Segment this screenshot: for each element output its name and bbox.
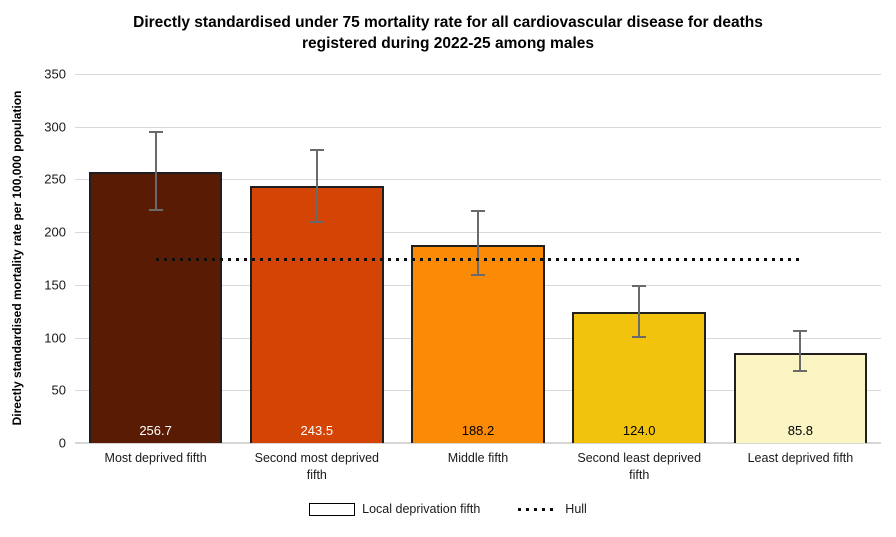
x-category-label: Least deprived fifth [747, 451, 854, 465]
error-bar-cap [471, 274, 485, 277]
error-bar-line [315, 149, 318, 222]
bar-value-label: 124.0 [622, 423, 656, 438]
gridline [75, 126, 881, 128]
error-bar-line [477, 211, 479, 276]
error-bar-line [154, 132, 157, 211]
error-bar-cap [632, 335, 647, 338]
error-bar-cap [309, 220, 324, 223]
error-bar-cap [632, 284, 647, 287]
error-bar-cap [148, 209, 163, 212]
y-tick-label: 250 [44, 171, 66, 187]
error-bar-line [638, 285, 641, 337]
bar-slot: 124.0 [559, 74, 720, 443]
bar-slot: 256.7 [75, 74, 236, 443]
legend-dotted-line-icon [518, 507, 559, 511]
gridline [75, 179, 881, 181]
error-bar-cap [471, 210, 485, 213]
bars-group: 256.7 243.5 188.2 124.0 85.8 [75, 74, 881, 443]
legend-bar-swatch-icon [309, 502, 356, 516]
legend-bar-label: Local deprivation fifth [362, 502, 481, 516]
plot-area: 0 50 100 150 200 250 300 350 256.7 243.5 188.2 124.… [44, 68, 881, 450]
x-axis-line [75, 442, 881, 444]
bar-value-label: 243.5 [300, 423, 334, 438]
error-bar-cap [793, 370, 808, 373]
x-category-label: Second most deprived fifth [254, 451, 379, 482]
bar-value-label: 85.8 [787, 423, 814, 438]
y-tick-label: 200 [44, 224, 66, 240]
x-category-label: Second least deprived fifth [577, 451, 702, 482]
error-bar-cap [309, 148, 324, 151]
error-bar-cap [793, 330, 808, 333]
bar-slot: 188.2 [397, 74, 558, 443]
legend-item-deprivation: Local deprivation fifth [309, 502, 480, 516]
y-tick-label: 0 [58, 435, 66, 451]
x-category-label: Most deprived fifth [104, 451, 207, 465]
bar: 124.0 [572, 312, 707, 443]
y-axis-title: Directly standardised mortality rate per… [10, 90, 24, 426]
y-tick-label: 350 [44, 66, 66, 82]
chart-title: Directly standardised under 75 mortality… [133, 14, 763, 52]
bar-slot: 85.8 [720, 74, 881, 443]
y-tick-label: 150 [44, 277, 66, 293]
hull-reference-line [155, 257, 801, 261]
y-tick-label: 100 [44, 330, 66, 346]
error-bar-cap [148, 131, 163, 133]
y-tick-label: 300 [44, 119, 66, 135]
bar-value-label: 256.7 [139, 423, 172, 438]
legend-item-hull: Hull [518, 502, 587, 516]
bar-value-label: 188.2 [461, 423, 495, 438]
legend-hull-label: Hull [565, 502, 587, 516]
bar: 256.7 [88, 172, 223, 443]
y-tick-label: 50 [51, 382, 66, 398]
bar-slot: 243.5 [236, 74, 397, 443]
error-bar-line [799, 331, 802, 372]
gridline [75, 74, 881, 75]
legend: Local deprivation fifth Hull [0, 502, 896, 516]
x-axis-labels: Most deprived fifth Second most deprived … [75, 450, 881, 484]
bar: 188.2 [411, 244, 545, 443]
bar: 243.5 [249, 186, 384, 443]
x-category-label: Middle fifth [447, 451, 509, 465]
